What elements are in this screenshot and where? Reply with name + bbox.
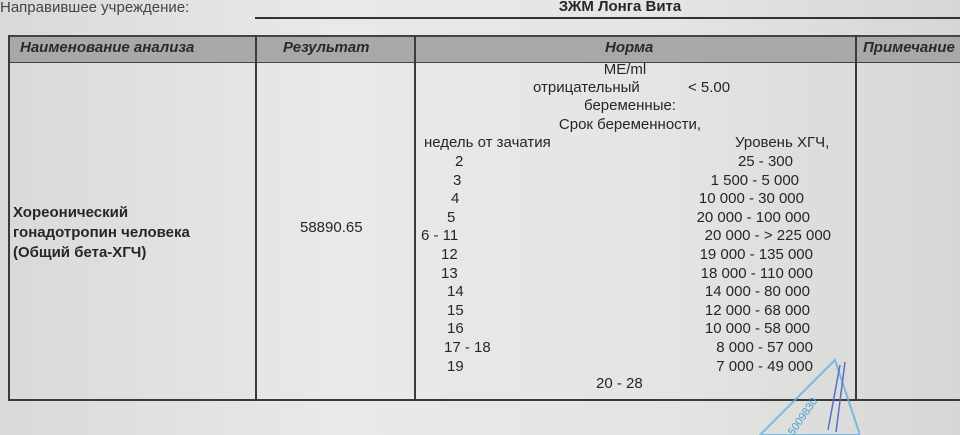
term-label: Срок беременности, [558, 116, 702, 133]
test-name: Хореонический гонадотропин человека (Общ… [13, 203, 190, 263]
range-level: 8 000 - 57 000 [716, 339, 813, 356]
range-level: 20 000 - > 225 000 [704, 227, 831, 245]
range-level: 10 000 - 58 000 [704, 320, 810, 338]
stamp-text: 5009830 [786, 396, 820, 435]
range-weeks: 17 - 18 [444, 339, 491, 356]
test-name-line: Хореонический [13, 204, 129, 221]
range-level: 7 000 - 49 000 [716, 357, 813, 375]
range-weeks: 16 [447, 320, 464, 338]
range-weeks: 5 [447, 208, 456, 226]
negative-value: < 5.00 [688, 79, 731, 96]
referring-underline [255, 17, 960, 19]
range-weeks: 3 [453, 171, 462, 189]
range-level: 14 000 - 80 000 [704, 283, 810, 301]
table-bottom-border [8, 399, 960, 401]
negative-label: отрицательный [533, 79, 640, 96]
test-name-line: (Общий бета-ХГЧ) [13, 244, 147, 261]
referring-value: ЗЖМ Лонга Вита [558, 0, 682, 15]
range-weeks: 12 [441, 246, 458, 263]
column-header-norm: Норма [605, 39, 654, 56]
range-weeks: 4 [451, 190, 460, 208]
signature [827, 361, 846, 433]
column-header-note: Примечание [863, 39, 955, 56]
stamp: 5009830 [758, 358, 860, 435]
weeks-header: недель от зачатия [424, 134, 551, 151]
range-level: 20 000 - 100 000 [696, 208, 810, 226]
column-header-name: Наименование анализа [20, 39, 195, 56]
referring-label: Направившее учреждение: [0, 0, 190, 16]
range-weeks: 13 [441, 264, 458, 282]
range-level: 18 000 - 110 000 [700, 264, 813, 282]
norm-unit: МЕ/ml [603, 61, 647, 78]
range-level: 19 000 - 135 000 [699, 246, 813, 263]
range-level: 12 000 - 68 000 [704, 301, 810, 319]
range-level: 10 000 - 30 000 [698, 190, 804, 208]
range-level: 1 500 - 5 000 [710, 171, 799, 189]
table-header [8, 35, 960, 63]
test-name-line: гонадотропин человека [13, 224, 190, 241]
pregnant-label: беременные: [584, 97, 676, 114]
range-weeks: 19 [447, 357, 464, 375]
range-weeks: 15 [447, 301, 464, 319]
level-header: Уровень ХГЧ, [735, 134, 830, 151]
range-weeks: 2 [455, 153, 464, 170]
trailing-weeks: 20 - 28 [596, 375, 643, 392]
column-header-result: Результат [283, 39, 370, 56]
range-level: 25 - 300 [737, 153, 793, 170]
range-weeks: 6 - 11 [421, 227, 459, 245]
range-weeks: 14 [447, 283, 464, 301]
test-result: 58890.65 [300, 219, 363, 236]
